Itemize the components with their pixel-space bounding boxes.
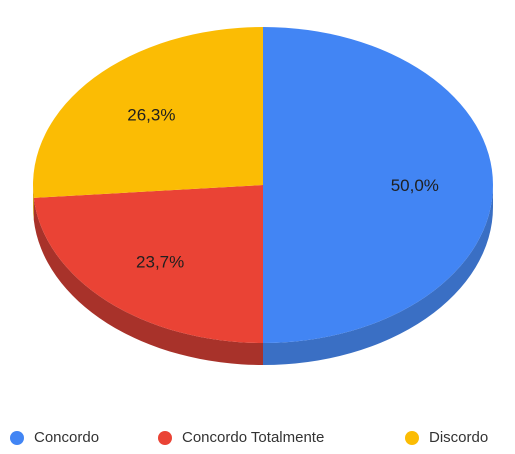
pie-side-discordo (33, 185, 34, 220)
pie-label-concordo: 50,0% (391, 176, 439, 195)
pie-side-concordo-totalmente (33, 197, 263, 365)
pie-slices (33, 27, 493, 343)
pie-slice-discordo[interactable] (33, 27, 263, 198)
legend-label-concordo-totalmente: Concordo Totalmente (182, 429, 325, 446)
pie-side-concordo (263, 185, 493, 365)
legend-swatch-concordo-totalmente (158, 430, 172, 445)
legend-label-discordo: Discordo (429, 429, 489, 446)
pie-slice-concordo-totalmente[interactable] (33, 185, 263, 343)
legend-item-concordo[interactable]: Concordo (10, 429, 99, 446)
pie-slice-concordo[interactable] (263, 27, 493, 343)
legend-item-concordo-totalmente[interactable]: Concordo Totalmente (158, 429, 324, 446)
pie-label-concordo-totalmente: 23,7% (136, 253, 184, 272)
legend: Concordo Concordo Totalmente Discordo (0, 426, 515, 452)
legend-label-concordo: Concordo (34, 429, 100, 446)
legend-swatch-concordo (10, 430, 24, 445)
pie-chart: 50,0% 23,7% 26,3% (33, 27, 493, 365)
pie-labels: 50,0% 23,7% 26,3% (127, 105, 439, 271)
pie-sides (33, 185, 493, 365)
pie-label-discordo: 26,3% (127, 105, 175, 124)
legend-swatch-discordo (405, 430, 419, 445)
legend-item-discordo[interactable]: Discordo (405, 429, 488, 446)
